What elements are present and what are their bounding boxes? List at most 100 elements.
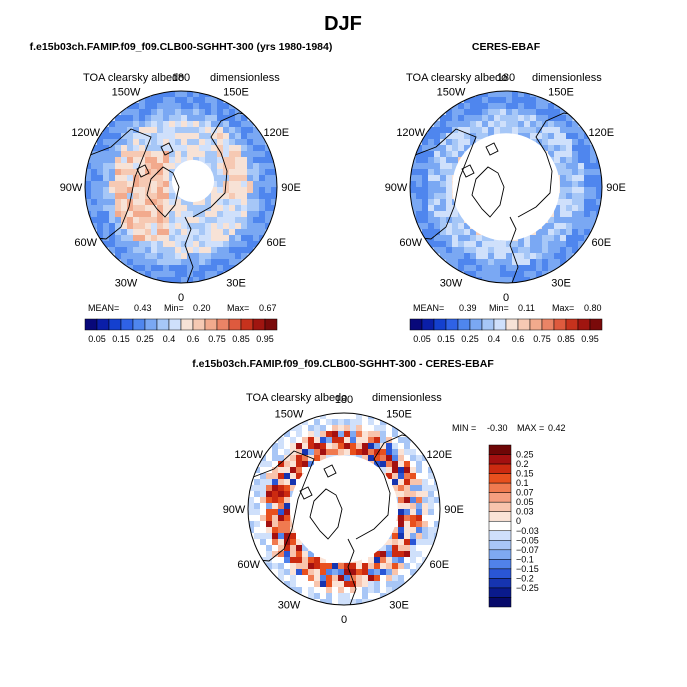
field-cell [151,205,158,212]
field-cell [422,163,429,170]
field-cell [416,461,423,468]
field-cell [151,253,158,260]
colorbar-swatch [144,318,158,331]
field-cell [566,193,573,200]
arctic-islands [485,142,499,156]
field-cell [169,271,176,278]
field-cell [578,139,585,146]
field-cell [127,217,134,224]
field-cell [91,223,98,230]
field-cell [205,253,212,260]
field-cell [169,211,176,218]
field-cell [296,473,303,480]
field-cell [199,235,206,242]
field-cell [109,163,116,170]
field-cell [308,419,315,426]
field-cell [121,229,128,236]
field-cell [542,247,549,254]
field-cell [193,235,200,242]
field-cell [536,97,543,104]
field-cell [139,247,146,254]
field-cell [205,151,212,158]
field-cell [554,115,561,122]
field-cell [235,169,242,176]
field-cell [181,115,188,122]
europe-coast [347,538,357,605]
field-cell [386,545,393,552]
field-cell [145,211,152,218]
field-cell [254,503,261,510]
field-cell [524,91,531,98]
field-cell [488,103,495,110]
field-cell [422,473,429,480]
field-cell [458,145,465,152]
field-cell [530,133,537,140]
field-cell [590,211,597,218]
field-cell [91,199,98,206]
field-cell [254,509,261,516]
field-cell [446,247,453,254]
field-cell [115,193,122,200]
field-cell [404,479,411,486]
field-cell [356,443,363,450]
longitude-label: 150E [386,409,412,421]
field-cell [133,169,140,176]
field-cell [217,163,224,170]
field-cell [169,265,176,272]
field-cell [308,437,315,444]
field-cell [91,157,98,164]
field-cell [566,187,573,194]
field-cell [368,557,375,564]
field-cell [163,199,170,206]
field-cell [259,145,266,152]
field-cell [253,229,260,236]
field-cell [284,485,291,492]
field-cell [524,235,531,242]
field-cell [205,217,212,224]
field-cell [338,587,345,594]
field-cell [175,139,182,146]
field-cell [584,145,591,152]
field-cell [133,241,140,248]
field-cell [127,169,134,176]
field-cell [536,121,543,128]
field-cell [247,151,254,158]
field-cell [398,509,405,516]
field-cell [404,503,411,510]
field-cell [566,181,573,188]
field-cell [428,127,435,134]
field-cell [416,223,423,230]
field-cell [560,109,567,116]
field-cell [380,419,387,426]
field-cell [193,139,200,146]
field-cell [584,139,591,146]
field-cell [410,199,417,206]
longitude-label: 0 [178,292,184,304]
field-cell [241,121,248,128]
field-cell [464,97,471,104]
field-cell [446,187,453,194]
field-cell [536,241,543,248]
field-cell [121,241,128,248]
field-cell [314,557,321,564]
field-cell [416,539,423,546]
field-cell [374,557,381,564]
field-cell [266,449,273,456]
field-cell [229,253,236,260]
field-cell [247,205,254,212]
field-cell [446,259,453,266]
field-cell [109,205,116,212]
field-cell [85,187,92,194]
field-cell [139,259,146,266]
field-cell [416,145,423,152]
field-cell [169,151,176,158]
field-cell [464,229,471,236]
field-cell [302,443,309,450]
field-cell [380,461,387,468]
field-cell [416,175,423,182]
field-cell [278,557,285,564]
field-cell [187,103,194,110]
field-cell [235,241,242,248]
field-cell [482,133,489,140]
